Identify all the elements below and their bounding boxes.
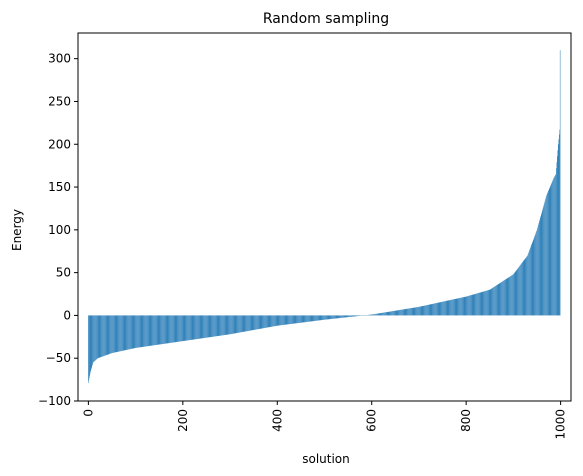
y-tick-label: 0 [63,308,71,322]
x-tick-label: 200 [176,409,190,432]
y-tick-label: 250 [48,94,71,108]
y-tick-label: 200 [48,137,71,151]
x-tick-label: 800 [459,409,473,432]
bars-group [88,50,561,384]
y-tick-label: 100 [48,223,71,237]
y-axis-label: Energy [10,209,24,251]
chart-title: Random sampling [263,11,389,27]
y-tick-label: −50 [46,351,71,365]
x-tick-label: 0 [81,409,95,417]
y-axis-ticks: −100 −50 0 50 100 150 200 250 300 [38,52,78,408]
y-tick-label: 150 [48,180,71,194]
y-tick-label: −100 [38,394,71,408]
x-axis-label: solution [302,452,350,466]
y-tick-label: 300 [48,52,71,66]
x-tick-label: 400 [270,409,284,432]
x-axis-ticks: 0 200 400 600 800 1000 [81,401,568,440]
x-tick-label: 1000 [554,409,568,440]
x-tick-label: 600 [365,409,379,432]
y-tick-label: 50 [56,266,71,280]
plot-frame [77,32,572,402]
